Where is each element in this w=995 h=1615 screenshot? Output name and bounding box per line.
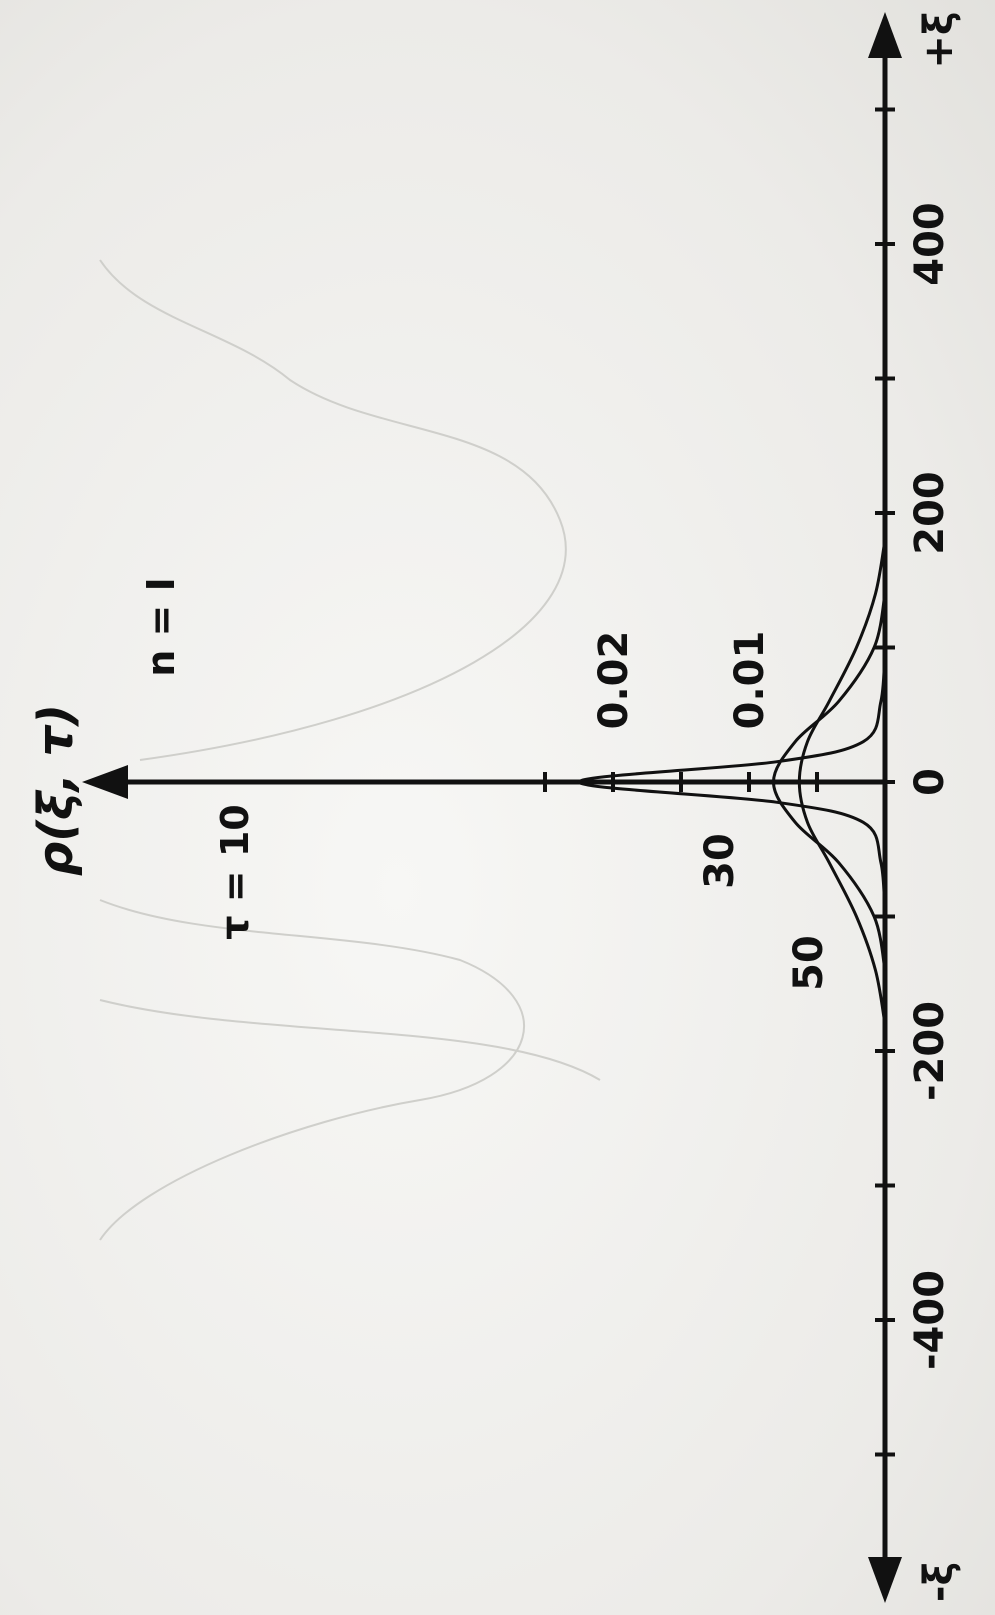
xi-tick-label: -200 [907, 1001, 953, 1101]
rho-axis-arrow [82, 765, 128, 799]
xi-tick-label: 400 [907, 202, 953, 286]
series-label: 50 [786, 935, 832, 991]
show-through-artifacts [99, 259, 601, 1241]
xi-tick-label: 200 [907, 471, 953, 555]
rho-axis-label: ρ(ξ, τ) [28, 704, 84, 876]
xi-tick-label: -400 [907, 1270, 953, 1370]
axes [82, 12, 902, 1603]
series-label: τ = 10 [213, 804, 257, 939]
curve-series-2 [771, 593, 887, 971]
xi-ticks: -400 -200 0 200 400 [875, 107, 953, 1457]
series-labels: τ = 10 30 50 [213, 804, 832, 991]
rho-ticks: 0.01 0.02 [543, 631, 819, 792]
xi-tick-label: 0 [907, 768, 953, 796]
curve-series-3 [797, 539, 887, 1025]
curve-series-1 [577, 647, 887, 917]
rho-tick-label: 0.02 [591, 631, 637, 730]
n-annotation: n = I [139, 577, 183, 677]
xi-axis-negative-label: -ξ [916, 1562, 962, 1602]
xi-axis-arrow-positive [868, 12, 902, 58]
curves [577, 539, 887, 1025]
series-label: 30 [697, 833, 743, 889]
xi-axis-arrow-negative [868, 1557, 902, 1603]
xi-axis-positive-label: +ξ [916, 11, 962, 68]
rho-tick-label: 0.01 [727, 631, 773, 730]
